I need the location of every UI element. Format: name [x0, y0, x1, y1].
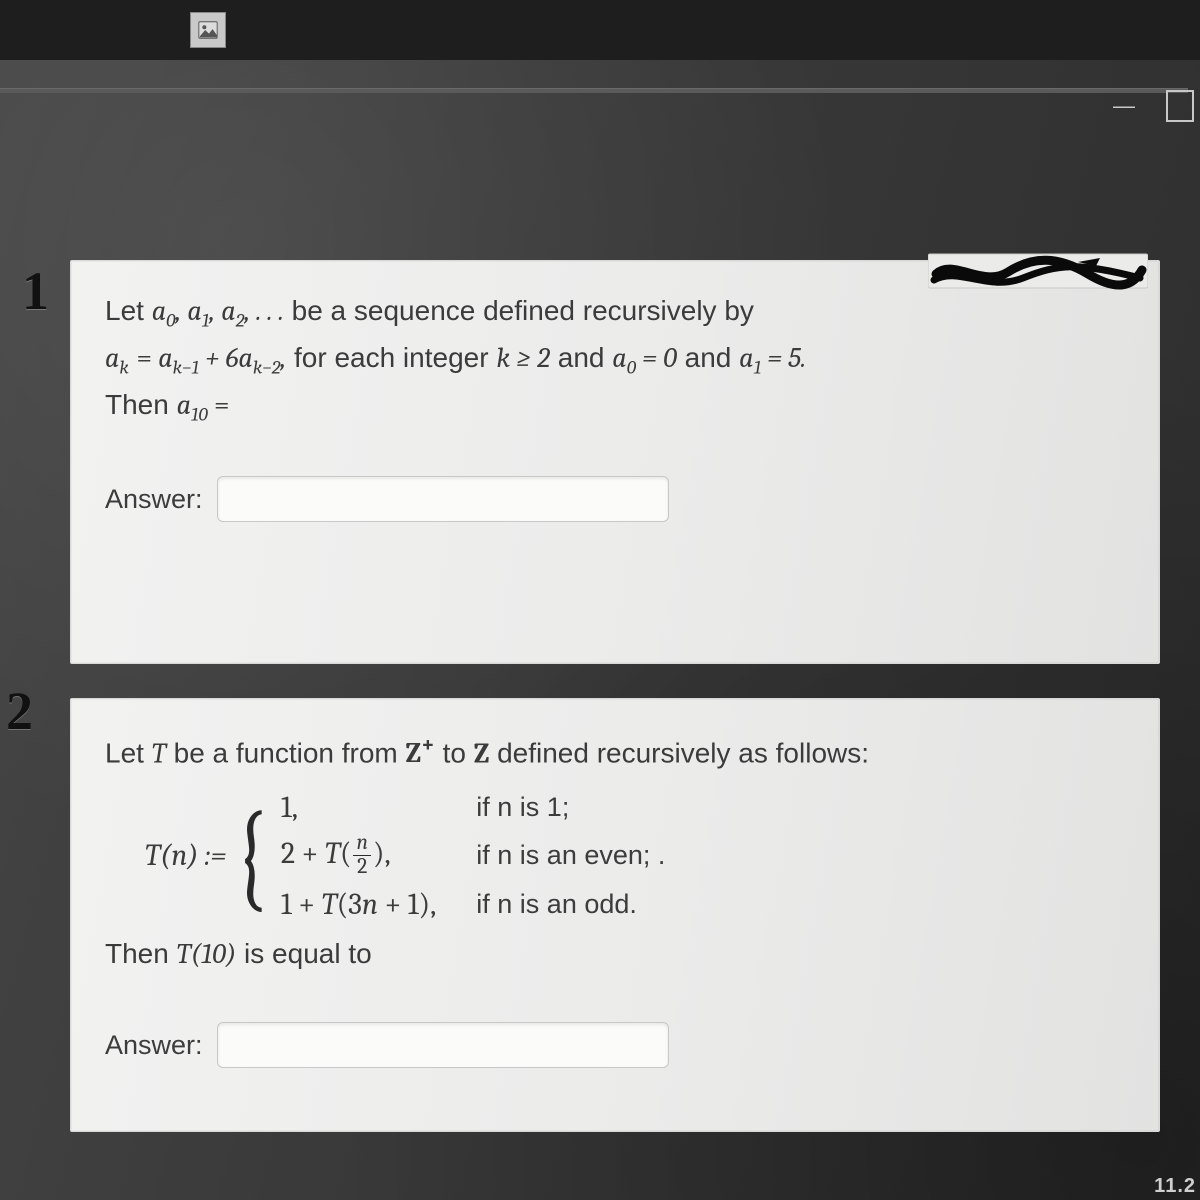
window-controls: —: [1110, 92, 1194, 120]
taskbar-clock-fragment: 11.2: [1154, 1175, 1196, 1198]
q2-answer-row: Answer:: [105, 1022, 1125, 1068]
pw-cond-1: if n is 1;: [476, 792, 665, 823]
redaction-scribble: [928, 252, 1148, 294]
q2-answer-input[interactable]: [217, 1022, 669, 1068]
q2-then: Then T(10) is equal to: [105, 932, 1125, 976]
minimize-icon[interactable]: —: [1110, 92, 1138, 120]
answer-label: Answer:: [105, 484, 203, 515]
q1-answer-input[interactable]: [217, 476, 669, 522]
q2-intro: Let T be a function from Z+ to Z defined…: [105, 727, 1125, 776]
question-card-1: Let a0, a1, a2, . . . be a sequence defi…: [70, 260, 1160, 664]
pw-cond-3: if n is an odd.: [476, 889, 665, 920]
screen-root: — 1 Let a0, a1, a2, . . . be a sequence …: [0, 0, 1200, 1200]
question-number-2: 2: [6, 680, 33, 742]
answer-label: Answer:: [105, 1030, 203, 1061]
window-divider: [0, 88, 1188, 93]
maximize-icon[interactable]: [1166, 92, 1194, 120]
question-card-2: Let T be a function from Z+ to Z defined…: [70, 698, 1160, 1132]
question-number-1: 1: [22, 260, 49, 322]
toolbar-picture-icon[interactable]: [190, 12, 226, 48]
left-brace-icon: {: [235, 811, 268, 901]
q2-piecewise: T(n) := { 1, if n is 1; 2 + T(n2), if n …: [145, 790, 1125, 922]
pw-cond-2: if n is an even; .: [476, 840, 665, 871]
q1-text: Let a0, a1, a2, . . . be a sequence defi…: [105, 289, 1125, 430]
q1-answer-row: Answer:: [105, 476, 1125, 522]
app-top-bar: [0, 0, 1200, 60]
